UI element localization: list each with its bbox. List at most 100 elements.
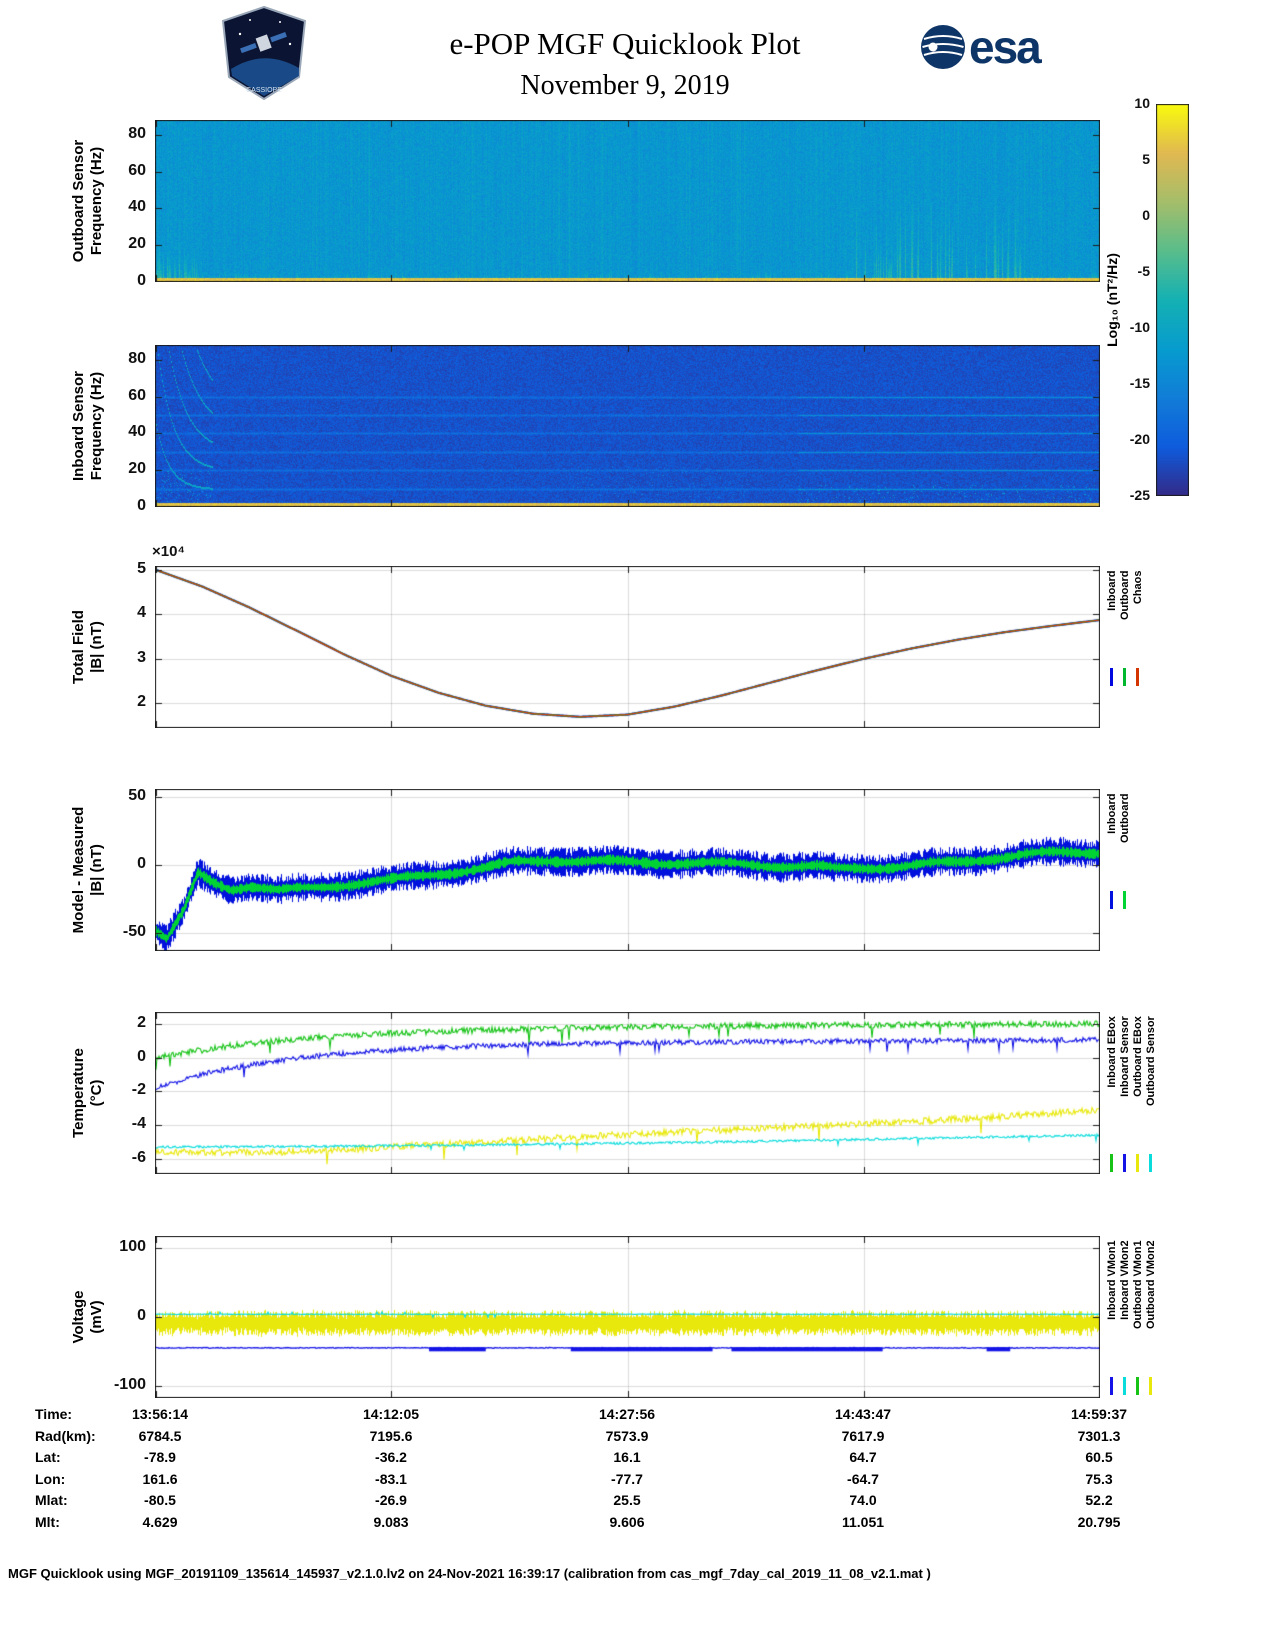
legend-series-labels: Inboard Outboard <box>1106 794 1132 844</box>
colorbar: Log₁₀ (nT²/Hz) 10 5 0 -5 -10 -15 -20 -25 <box>1100 95 1275 503</box>
legend-label: Inboard <box>1106 570 1118 611</box>
ephemeris-value: 75.3 <box>1085 1470 1113 1487</box>
plot-model-minus-measured: Model - Measured |B| (nT) -50 0 50 Inboard O… <box>0 787 1275 951</box>
ephemeris-value: 7195.6 <box>369 1427 413 1444</box>
legend-color-dash <box>1136 668 1139 686</box>
colorbar-tick-label: -20 <box>1129 431 1150 447</box>
ephemeris-row-label: Time: <box>35 1406 73 1422</box>
esa-emblem-icon <box>921 25 965 69</box>
y-tick-label: 20 <box>128 460 146 478</box>
voltage-canvas <box>155 1236 1100 1398</box>
legend-color-dash <box>1123 891 1126 909</box>
legend-label: Outboard VMon1 <box>1132 1240 1144 1329</box>
y-tick-label: 100 <box>119 1238 146 1256</box>
ephemeris-value: 52.2 <box>1085 1492 1113 1508</box>
y-tick-label: 80 <box>128 124 146 142</box>
legend-label: Outboard VMon2 <box>1145 1240 1157 1329</box>
footer-text: MGF Quicklook using MGF_20191109_135614_… <box>8 1566 931 1581</box>
legend-label: Inboard Sensor <box>1119 1016 1131 1097</box>
y-tick-label: 3 <box>137 648 146 666</box>
ephemeris-value: 7301.3 <box>1077 1427 1121 1444</box>
legend-color-dash <box>1123 1154 1126 1172</box>
plot-total-field: Total Field |B| (nT) ×10⁴ 2 3 4 5 Inboard Out… <box>0 543 1275 728</box>
ephemeris-value: -80.5 <box>144 1492 176 1508</box>
legend-series-labels: Inboard Outboard Chaos <box>1106 571 1145 621</box>
y-tick-label: 20 <box>128 235 146 253</box>
ephemeris-value: -36.2 <box>375 1449 407 1465</box>
legend-color-dash <box>1149 1154 1152 1172</box>
y-tick-label: 60 <box>128 161 146 179</box>
plot-inboard-spectrogram: Inboard Sensor Frequency (Hz) 0 20 40 60 80 <box>0 345 1275 514</box>
legend-color-dash <box>1110 891 1113 909</box>
ephemeris-value: 25.5 <box>613 1492 641 1508</box>
ephemeris-value: 6784.5 <box>138 1427 182 1444</box>
cassiope-mission-logo: CASSIOPE <box>220 5 308 105</box>
legend-label: Chaos <box>1132 570 1144 605</box>
plot-outboard-spectrogram: Outboard Sensor Frequency (Hz) 0 20 40 60 80 <box>0 120 1275 289</box>
legend-label: Inboard <box>1106 793 1118 834</box>
ephemeris-value: -78.9 <box>144 1449 176 1465</box>
colorbar-tick-label: 0 <box>1142 207 1150 223</box>
ephemeris-value: 60.5 <box>1085 1449 1113 1465</box>
ephemeris-row-label: Mlt: <box>35 1513 60 1530</box>
y-tick-label: -6 <box>131 1148 146 1166</box>
mission-name-text: CASSIOPE <box>246 87 282 94</box>
colorbar-tick-label: -10 <box>1129 319 1150 335</box>
ephemeris-value: 11.051 <box>841 1513 885 1530</box>
legend-color-dash <box>1110 668 1113 686</box>
y-tick-label: 2 <box>137 1013 146 1031</box>
ephemeris-value: 20.795 <box>1077 1513 1121 1530</box>
y-tick-label: -4 <box>131 1115 146 1133</box>
y-tick-label: 2 <box>137 693 146 711</box>
y-tick-label: 4 <box>137 604 146 622</box>
y-tick-label: 80 <box>128 349 146 367</box>
ephemeris-value: 7617.9 <box>841 1427 885 1444</box>
ephemeris-row-label: Rad(km): <box>35 1427 96 1444</box>
legend-color-dash <box>1149 1377 1152 1395</box>
legend-series-labels: Inboard EBox Inboard Sensor Outboard EBox O… <box>1106 1016 1158 1106</box>
legend-color-dash <box>1110 1154 1113 1172</box>
outboard-spectrogram-canvas <box>155 120 1100 282</box>
y-tick-label: 0 <box>137 1307 146 1324</box>
colorbar-tick-label: 10 <box>1134 95 1150 111</box>
y-tick-label: 0 <box>137 272 146 289</box>
ephemeris-value: 9.606 <box>609 1513 645 1530</box>
legend-series-labels: Inboard VMon1 Inboard VMon2 Outboard VMon1… <box>1106 1240 1158 1329</box>
ephemeris-value: 7573.9 <box>605 1427 649 1444</box>
legend-color-dash <box>1123 1377 1126 1395</box>
ephemeris-value: 4.629 <box>142 1513 178 1530</box>
plot-voltage: Voltage (mV) -100 0 100 Inboard VMon1 Inboar… <box>0 1236 1275 1398</box>
legend-color-dash <box>1123 668 1126 686</box>
colorbar-tick-label: -15 <box>1129 375 1150 391</box>
ephemeris-value: -64.7 <box>847 1470 879 1487</box>
ephemeris-value: -77.7 <box>611 1470 643 1487</box>
plot-temperature: Temperature (°C) -6 -4 -2 0 2 Inboard EBox Inb… <box>0 1012 1275 1174</box>
ephemeris-value: 14:27:56 <box>598 1406 656 1422</box>
y-tick-label: 0 <box>137 1047 146 1065</box>
legend-label: Outboard <box>1119 793 1131 844</box>
ephemeris-value: 14:12:05 <box>362 1406 420 1422</box>
y-tick-label: 0 <box>137 497 146 514</box>
legend-color-dash <box>1136 1377 1139 1395</box>
ephemeris-value: 64.7 <box>849 1449 877 1465</box>
y-tick-label: -50 <box>122 923 146 941</box>
legend-color-dash <box>1110 1377 1113 1395</box>
esa-logo: esa <box>920 21 1042 73</box>
legend-label: Inboard VMon1 <box>1106 1240 1118 1320</box>
ephemeris-row-label: Mlat: <box>35 1492 68 1508</box>
ephemeris-value: 16.1 <box>613 1449 641 1465</box>
ephemeris-value: 14:43:47 <box>834 1406 892 1422</box>
y-tick-label: -100 <box>113 1375 146 1393</box>
legend-label: Inboard VMon2 <box>1119 1240 1131 1320</box>
legend-color-dash <box>1136 1154 1139 1172</box>
esa-wordmark: esa <box>969 21 1042 73</box>
y-tick-label: 40 <box>128 198 146 216</box>
y-tick-label: 50 <box>128 787 146 805</box>
ephemeris-value: -26.9 <box>375 1492 407 1508</box>
y-tick-label: 60 <box>128 386 146 404</box>
ephemeris-value: 9.083 <box>373 1513 409 1530</box>
ephemeris-value: 74.0 <box>849 1492 877 1508</box>
legend-label: Outboard EBox <box>1132 1016 1144 1097</box>
y-tick-label: -2 <box>131 1081 146 1099</box>
